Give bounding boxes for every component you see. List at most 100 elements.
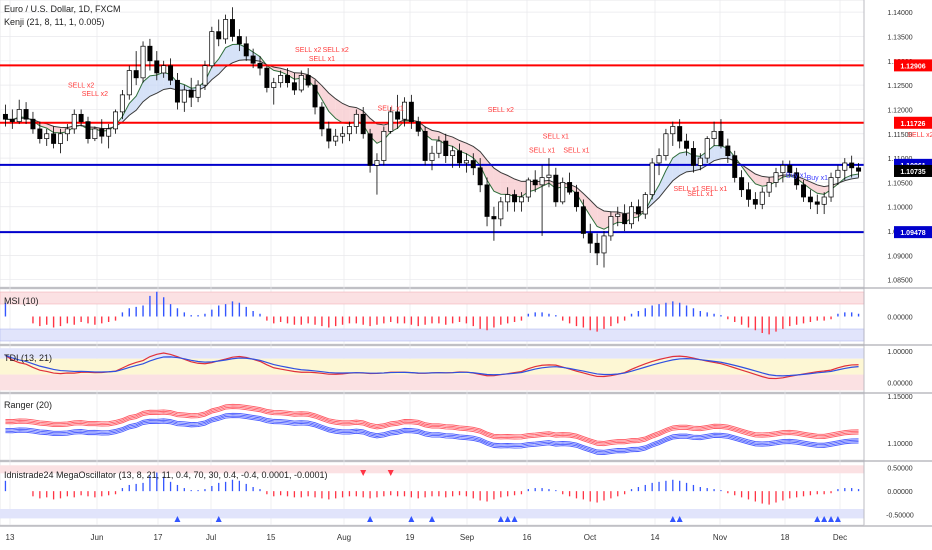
candle-body xyxy=(573,191,579,208)
ma-cloud-segment xyxy=(184,84,192,92)
mega-buy-marker xyxy=(215,516,222,522)
candle-body xyxy=(85,121,91,139)
candle-body xyxy=(718,130,724,147)
ma-cloud-segment xyxy=(328,93,336,119)
candle-body xyxy=(697,157,703,166)
candle-body xyxy=(615,213,621,217)
y-tick-label: 1.13500 xyxy=(887,34,912,41)
mega-buy-marker xyxy=(669,516,676,522)
candle-body xyxy=(429,152,435,161)
candle-body xyxy=(849,162,855,169)
ma-cloud-segment xyxy=(714,145,721,161)
ma-cloud-segment xyxy=(652,185,660,205)
x-tick-label: 18 xyxy=(781,533,790,542)
candle-body xyxy=(250,55,256,64)
candle-body xyxy=(99,128,105,137)
candle-body xyxy=(814,201,820,205)
candle-body xyxy=(140,45,146,79)
level-price-tag xyxy=(894,59,932,72)
candle-body xyxy=(642,194,648,215)
candle-body xyxy=(319,106,325,130)
signal-label: SELL x1 xyxy=(673,186,699,193)
mega-lower-band xyxy=(0,509,864,519)
candle-body xyxy=(271,82,277,88)
mega-buy-marker xyxy=(429,516,435,522)
candle-body xyxy=(401,101,407,120)
ma-cloud-segment xyxy=(466,143,474,158)
x-tick-label: Jun xyxy=(91,533,104,542)
candle-body xyxy=(353,113,359,127)
candle-body xyxy=(9,118,15,122)
ranger-upper-line xyxy=(5,408,859,447)
y-tick-label: 1.14000 xyxy=(887,10,912,17)
mega-y-tick-label: -0.50000 xyxy=(886,513,914,520)
signal-label: SELL x2 xyxy=(295,47,321,54)
candle-body xyxy=(484,184,490,217)
candle-body xyxy=(801,184,807,198)
candle-body xyxy=(512,194,518,203)
candle-body xyxy=(415,121,421,132)
candle-body xyxy=(436,140,442,154)
candle-body xyxy=(126,70,132,96)
candle-body xyxy=(408,101,414,122)
signal-label: Buy x1 xyxy=(786,173,808,180)
signal-label: SELL x2 xyxy=(68,83,94,90)
level-price-tag xyxy=(894,116,932,129)
ma-cloud-segment xyxy=(576,187,584,205)
ma-cloud-segment xyxy=(321,85,329,112)
mega-buy-marker xyxy=(676,516,683,522)
candle-body xyxy=(119,94,125,113)
candle-body xyxy=(381,130,387,161)
signal-label: SELL x2 xyxy=(907,132,932,139)
signal-label: SELL x1 xyxy=(701,186,727,193)
level-price-tag xyxy=(894,226,932,239)
candle-body xyxy=(57,133,63,144)
pane-frame-main xyxy=(0,0,865,288)
ranger-lower-line xyxy=(5,415,859,454)
ma-cloud-segment xyxy=(493,168,501,195)
candle-body xyxy=(677,126,683,142)
candle-body xyxy=(525,179,531,198)
ma-cloud-segment xyxy=(452,137,460,152)
mega-y-tick-label: 0.50000 xyxy=(887,466,912,473)
candle-body xyxy=(305,75,311,86)
ma-cloud-segment xyxy=(473,146,481,166)
candle-body xyxy=(360,113,366,135)
ma-cloud-segment xyxy=(597,207,604,230)
candle-body xyxy=(663,133,669,157)
x-tick-label: 17 xyxy=(154,533,163,542)
current-price-tag xyxy=(894,164,932,177)
ma-cloud-segment xyxy=(156,72,164,94)
signal-label: SELL x1 xyxy=(563,147,589,154)
candle-body xyxy=(759,191,765,205)
candle-body xyxy=(725,145,731,157)
mega-buy-marker xyxy=(504,516,511,522)
candle-body xyxy=(622,213,628,225)
msi-lower-band xyxy=(0,328,865,342)
candle-body xyxy=(374,160,380,166)
candle-body xyxy=(333,135,339,142)
signal-label: SELL x1 xyxy=(309,56,335,63)
signal-label: SELL x1 xyxy=(543,134,569,141)
x-tick-label: Dec xyxy=(833,533,847,542)
x-tick-label: 19 xyxy=(406,533,415,542)
candle-body xyxy=(457,150,463,164)
candle-body xyxy=(505,194,511,203)
ma-cloud-segment xyxy=(672,153,680,181)
candle-body xyxy=(450,150,456,157)
candle-body xyxy=(560,182,566,203)
candle-body xyxy=(745,189,751,200)
candle-body xyxy=(594,242,600,254)
msi-upper-band xyxy=(0,291,865,305)
candle-body xyxy=(181,89,187,103)
candle-body xyxy=(326,128,332,142)
candle-body xyxy=(704,138,710,159)
ma-cloud-segment xyxy=(129,96,137,116)
x-tick-label: 13 xyxy=(6,533,15,542)
candle-body xyxy=(106,128,112,137)
candle-body xyxy=(807,196,813,203)
candle-body xyxy=(684,140,690,149)
ma-cloud-segment xyxy=(53,126,61,133)
candle-body xyxy=(635,206,641,215)
